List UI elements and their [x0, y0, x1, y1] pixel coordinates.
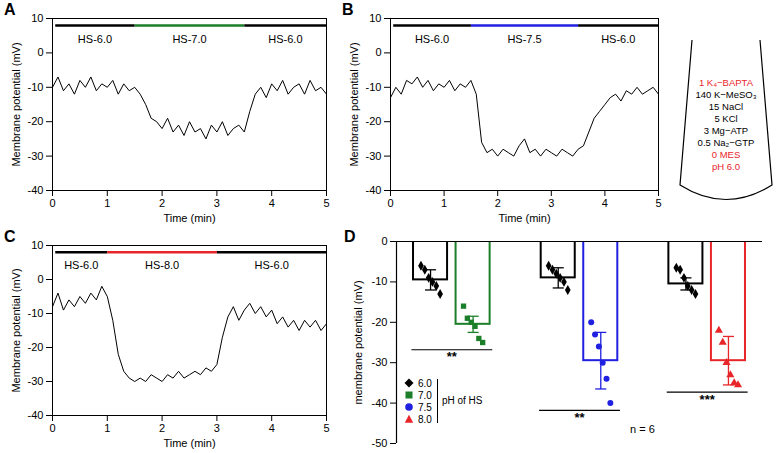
html-text:D: D	[344, 228, 356, 245]
svg-text:-40: -40	[28, 184, 44, 196]
svg-text:5: 5	[323, 422, 329, 434]
svg-text:-10: -10	[372, 275, 388, 287]
html-text:6.0: 6.0	[418, 377, 432, 389]
svg-text:4: 4	[269, 197, 275, 209]
html-text:B: B	[342, 1, 354, 18]
svg-text:HS-6.0: HS-6.0	[255, 259, 289, 271]
svg-text:-20: -20	[28, 115, 44, 127]
svg-text:-10: -10	[28, 307, 44, 319]
svg-text:Time (min): Time (min)	[498, 212, 550, 224]
svg-text:**: **	[574, 410, 585, 425]
svg-text:1: 1	[441, 197, 447, 209]
svg-text:3 Mg−ATP: 3 Mg−ATP	[704, 125, 748, 136]
svg-text:membrane potential (mV): membrane potential (mV)	[352, 280, 364, 404]
svg-text:2: 2	[159, 422, 165, 434]
svg-text:Time (min): Time (min)	[163, 437, 215, 449]
svg-text:4: 4	[269, 422, 275, 434]
svg-text:-30: -30	[28, 150, 44, 162]
svg-text:pH 6.0: pH 6.0	[712, 161, 740, 172]
svg-text:0.5 Na₂−GTP: 0.5 Na₂−GTP	[698, 137, 755, 148]
svg-text:-20: -20	[372, 316, 388, 328]
svg-text:0: 0	[37, 46, 43, 58]
svg-text:-10: -10	[28, 81, 44, 93]
svg-text:HS-6.0: HS-6.0	[268, 33, 302, 45]
svg-text:***: ***	[700, 392, 716, 407]
svg-text:**: **	[447, 349, 458, 364]
html-text:7.0: 7.0	[418, 389, 432, 401]
svg-text:10: 10	[31, 239, 43, 251]
svg-text:3: 3	[214, 197, 220, 209]
svg-text:0 MES: 0 MES	[712, 149, 741, 160]
svg-text:10: 10	[369, 12, 381, 24]
svg-text:HS-6.0: HS-6.0	[64, 259, 98, 271]
svg-text:HS-6.0: HS-6.0	[78, 33, 112, 45]
svg-text:-40: -40	[28, 409, 44, 421]
svg-text:0: 0	[381, 235, 387, 247]
svg-text:Membrane potential (mV): Membrane potential (mV)	[10, 42, 22, 166]
svg-text:-20: -20	[366, 115, 382, 127]
svg-text:1: 1	[104, 422, 110, 434]
svg-text:Membrane potential (mV): Membrane potential (mV)	[348, 42, 360, 166]
svg-text:2: 2	[495, 197, 501, 209]
svg-text:HS-7.0: HS-7.0	[172, 33, 206, 45]
svg-text:10: 10	[31, 12, 43, 24]
svg-text:Membrane potential (mV): Membrane potential (mV)	[10, 268, 22, 392]
svg-text:0: 0	[49, 197, 55, 209]
html-text:n = 6: n = 6	[630, 423, 655, 435]
svg-text:-30: -30	[28, 375, 44, 387]
svg-text:Time (min): Time (min)	[163, 212, 215, 224]
svg-text:4: 4	[602, 197, 608, 209]
svg-text:140 K−MeSO₃: 140 K−MeSO₃	[695, 89, 756, 100]
svg-text:-40: -40	[366, 184, 382, 196]
svg-text:-30: -30	[366, 150, 382, 162]
svg-text:0: 0	[387, 197, 393, 209]
svg-text:3: 3	[548, 197, 554, 209]
svg-text:HS-6.0: HS-6.0	[601, 33, 635, 45]
svg-text:5 KCl: 5 KCl	[714, 113, 737, 124]
svg-text:2: 2	[159, 197, 165, 209]
html-text:A: A	[4, 1, 16, 18]
html-text:C: C	[4, 228, 16, 245]
svg-text:-20: -20	[28, 341, 44, 353]
svg-text:0: 0	[375, 46, 381, 58]
svg-text:-40: -40	[372, 397, 388, 409]
svg-text:15 NaCl: 15 NaCl	[709, 101, 743, 112]
svg-text:0: 0	[49, 422, 55, 434]
svg-text:0: 0	[37, 273, 43, 285]
svg-text:-30: -30	[372, 356, 388, 368]
html-text:8.0: 8.0	[418, 413, 432, 425]
html-text:7.5: 7.5	[418, 401, 432, 413]
svg-text:1 K₄−BAPTA: 1 K₄−BAPTA	[699, 77, 754, 88]
svg-text:5: 5	[323, 197, 329, 209]
svg-text:-10: -10	[366, 81, 382, 93]
svg-text:HS-8.0: HS-8.0	[145, 259, 179, 271]
svg-text:3: 3	[214, 422, 220, 434]
html-text:pH of HS: pH of HS	[441, 395, 483, 406]
svg-text:HS-6.0: HS-6.0	[415, 33, 449, 45]
svg-text:1: 1	[104, 197, 110, 209]
svg-text:-50: -50	[372, 437, 388, 449]
svg-text:5: 5	[655, 197, 661, 209]
svg-text:HS-7.5: HS-7.5	[507, 33, 541, 45]
